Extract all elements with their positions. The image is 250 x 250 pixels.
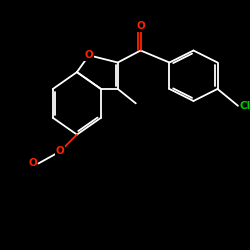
Text: Cl: Cl (239, 101, 250, 111)
Text: O: O (56, 146, 64, 156)
Text: O: O (28, 158, 37, 168)
Text: O: O (84, 50, 93, 60)
Text: O: O (136, 22, 145, 32)
